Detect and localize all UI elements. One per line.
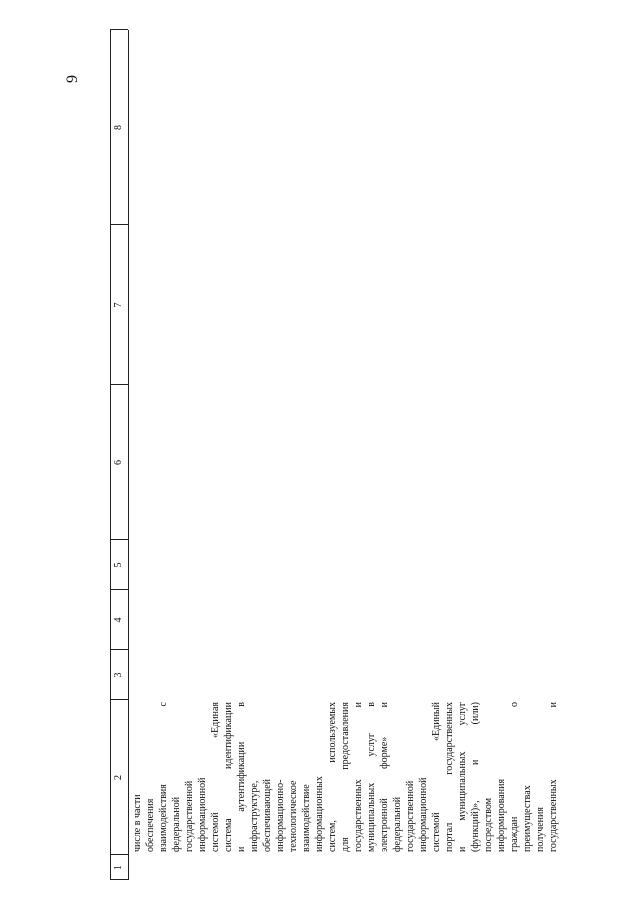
text-line: федеральной bbox=[171, 796, 182, 852]
text-line: государственных и bbox=[548, 702, 559, 852]
text-line: обеспечивающей bbox=[262, 779, 273, 852]
text-line: федеральной bbox=[392, 796, 403, 852]
text-line: муниципальных услуг в bbox=[366, 702, 377, 852]
page-number: 9 bbox=[64, 75, 81, 83]
cell-text: числе в части обеспечения взаимодействия с… bbox=[131, 702, 560, 852]
text-line: системой «Единый bbox=[431, 702, 442, 852]
column-number: 8 bbox=[113, 125, 124, 130]
text-line: взаимодействие bbox=[301, 784, 312, 852]
text-line: система идентификации bbox=[223, 702, 234, 852]
text-line: электронной форме» и bbox=[379, 702, 390, 852]
column-number: 1 bbox=[113, 865, 124, 870]
text-line: информационной bbox=[418, 777, 429, 853]
text-line: посредством bbox=[483, 797, 494, 852]
column-number: 4 bbox=[113, 617, 124, 623]
text-line: информационно- bbox=[275, 779, 286, 852]
column-number: 6 bbox=[113, 460, 124, 465]
text-line: информирования bbox=[496, 778, 507, 852]
column-number: 7 bbox=[113, 302, 124, 308]
text-line: системой «Единая bbox=[210, 702, 221, 852]
text-line: государственной bbox=[184, 780, 195, 852]
text-line: для предоставления bbox=[340, 702, 351, 852]
text-line: портал государственных bbox=[444, 702, 455, 852]
table-header-rule bbox=[128, 30, 129, 880]
text-line: информационной bbox=[197, 777, 208, 853]
text-line: и аутентификации в bbox=[236, 702, 247, 852]
text-line: государственных и bbox=[353, 702, 364, 852]
text-line: взаимодействия с bbox=[158, 702, 169, 852]
text-line: числе в части bbox=[132, 794, 143, 852]
text-line: (функций)», и (или) bbox=[470, 702, 481, 852]
text-line: технологическое bbox=[288, 780, 299, 852]
text-line: и муниципальных услуг bbox=[457, 702, 468, 852]
text-line: граждан о bbox=[509, 702, 520, 852]
text-line: преимуществах bbox=[522, 785, 533, 852]
text-line: получения bbox=[535, 807, 546, 852]
column-number: 5 bbox=[113, 562, 124, 568]
text-line: систем, используемых bbox=[327, 702, 338, 852]
column-number: 2 bbox=[113, 775, 124, 780]
column-number: 3 bbox=[113, 672, 124, 678]
text-line: государственной bbox=[405, 780, 416, 852]
text-line: инфраструктуре, bbox=[249, 780, 260, 852]
text-line: обеспечения bbox=[145, 798, 156, 852]
text-line: информационных bbox=[314, 776, 325, 852]
